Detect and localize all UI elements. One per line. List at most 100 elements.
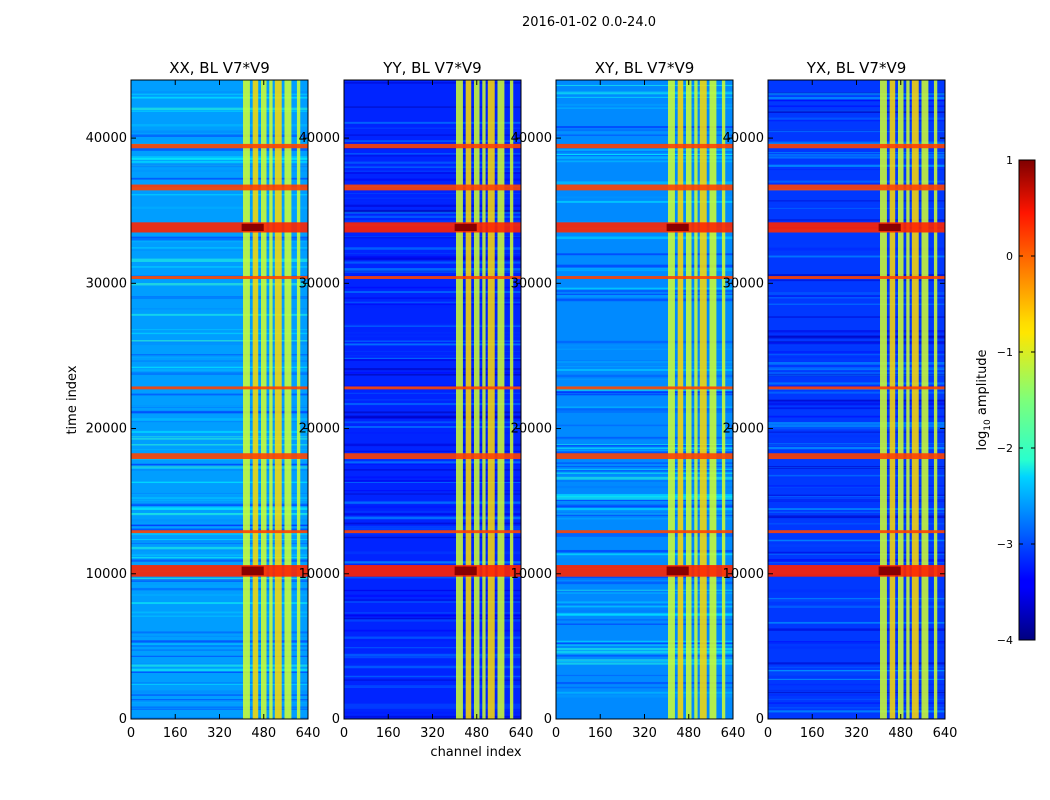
- time-streak: [131, 158, 308, 161]
- time-streak: [768, 400, 945, 402]
- time-streak: [768, 247, 945, 251]
- time-streak: [556, 592, 733, 594]
- rfi-column: [694, 80, 698, 719]
- time-streak: [768, 316, 945, 318]
- time-streak: [131, 594, 308, 596]
- time-streak: [556, 294, 733, 297]
- x-tick-label: 640: [509, 726, 534, 741]
- time-streak: [556, 662, 733, 665]
- saturated-core: [666, 566, 689, 576]
- time-streak: [768, 475, 945, 478]
- rfi-column: [721, 80, 726, 719]
- time-streak: [131, 332, 308, 335]
- time-streak: [556, 659, 733, 661]
- time-streak: [556, 606, 733, 610]
- time-streak: [556, 293, 733, 296]
- y-tick-label: 30000: [86, 276, 127, 291]
- time-streak: [768, 447, 945, 450]
- time-streak: [344, 600, 521, 603]
- time-streak: [556, 556, 733, 559]
- time-streak: [768, 363, 945, 365]
- time-streak: [556, 340, 733, 344]
- time-band: [131, 386, 308, 390]
- panel-2: XY, BL V7*V9 0 160 320 480 640 0 10000 20000 3000…: [511, 59, 746, 741]
- time-streak: [131, 683, 308, 685]
- time-band: [556, 453, 733, 460]
- time-streak: [131, 520, 308, 523]
- time-streak: [131, 438, 308, 440]
- time-streak: [768, 539, 945, 542]
- colorbar-tick-label: −1: [997, 346, 1013, 359]
- time-streak: [556, 393, 733, 396]
- time-streak: [344, 426, 521, 428]
- time-streak: [131, 466, 308, 468]
- time-band: [344, 565, 521, 577]
- time-streak: [556, 103, 733, 106]
- time-streak: [556, 267, 733, 270]
- y-axis-label: time index: [65, 365, 80, 434]
- time-streak: [131, 524, 308, 526]
- time-streak: [556, 85, 733, 87]
- time-streak: [556, 553, 733, 556]
- time-streak: [556, 264, 733, 268]
- time-band: [556, 276, 733, 279]
- time-streak: [131, 541, 308, 544]
- time-streak: [131, 134, 308, 137]
- time-band: [344, 530, 521, 534]
- time-streak: [131, 513, 308, 516]
- time-streak: [768, 710, 945, 713]
- time-streak: [768, 589, 945, 593]
- time-streak: [344, 368, 521, 371]
- heatmap-image: [768, 80, 945, 719]
- time-streak: [556, 468, 733, 470]
- time-streak: [768, 129, 945, 133]
- time-band: [768, 184, 945, 191]
- time-streak: [131, 130, 308, 133]
- time-streak: [556, 532, 733, 534]
- time-streak: [131, 540, 308, 542]
- time-streak: [344, 528, 521, 530]
- time-streak: [131, 611, 308, 614]
- colorbar-tick-label: 0: [1006, 250, 1013, 263]
- time-streak: [131, 649, 308, 651]
- time-streak: [768, 341, 945, 345]
- x-tick-label: 0: [127, 726, 135, 741]
- time-band: [768, 453, 945, 460]
- time-streak: [556, 497, 733, 500]
- y-tick-label: 0: [756, 712, 764, 727]
- time-streak: [131, 449, 308, 451]
- time-streak: [131, 360, 308, 362]
- time-streak: [344, 537, 521, 541]
- time-streak: [556, 691, 733, 694]
- time-streak: [344, 332, 521, 334]
- time-streak: [344, 513, 521, 516]
- time-streak: [556, 289, 733, 292]
- time-streak: [344, 522, 521, 525]
- time-streak: [344, 402, 521, 406]
- time-streak: [344, 501, 521, 504]
- time-streak: [768, 485, 945, 488]
- time-streak: [131, 519, 308, 522]
- time-streak: [131, 236, 308, 239]
- time-streak: [131, 663, 308, 665]
- time-streak: [768, 367, 945, 369]
- time-streak: [344, 516, 521, 520]
- time-streak: [344, 169, 521, 173]
- time-streak: [556, 681, 733, 685]
- time-streak: [768, 156, 945, 159]
- time-streak: [344, 297, 521, 299]
- time-streak: [131, 642, 308, 646]
- x-tick-label: 160: [163, 726, 188, 741]
- time-streak: [768, 628, 945, 631]
- time-streak: [768, 402, 945, 406]
- time-streak: [344, 340, 521, 342]
- time-streak: [131, 499, 308, 502]
- time-streak: [344, 476, 521, 479]
- time-streak: [344, 305, 521, 308]
- rfi-column: [473, 80, 480, 719]
- panels: XX, BL V7*V9 0 160 320 480 640 0 10000 20000 3000…: [86, 59, 958, 741]
- time-streak: [131, 532, 308, 536]
- time-streak: [344, 134, 521, 136]
- time-streak: [556, 348, 733, 350]
- time-streak: [131, 664, 308, 667]
